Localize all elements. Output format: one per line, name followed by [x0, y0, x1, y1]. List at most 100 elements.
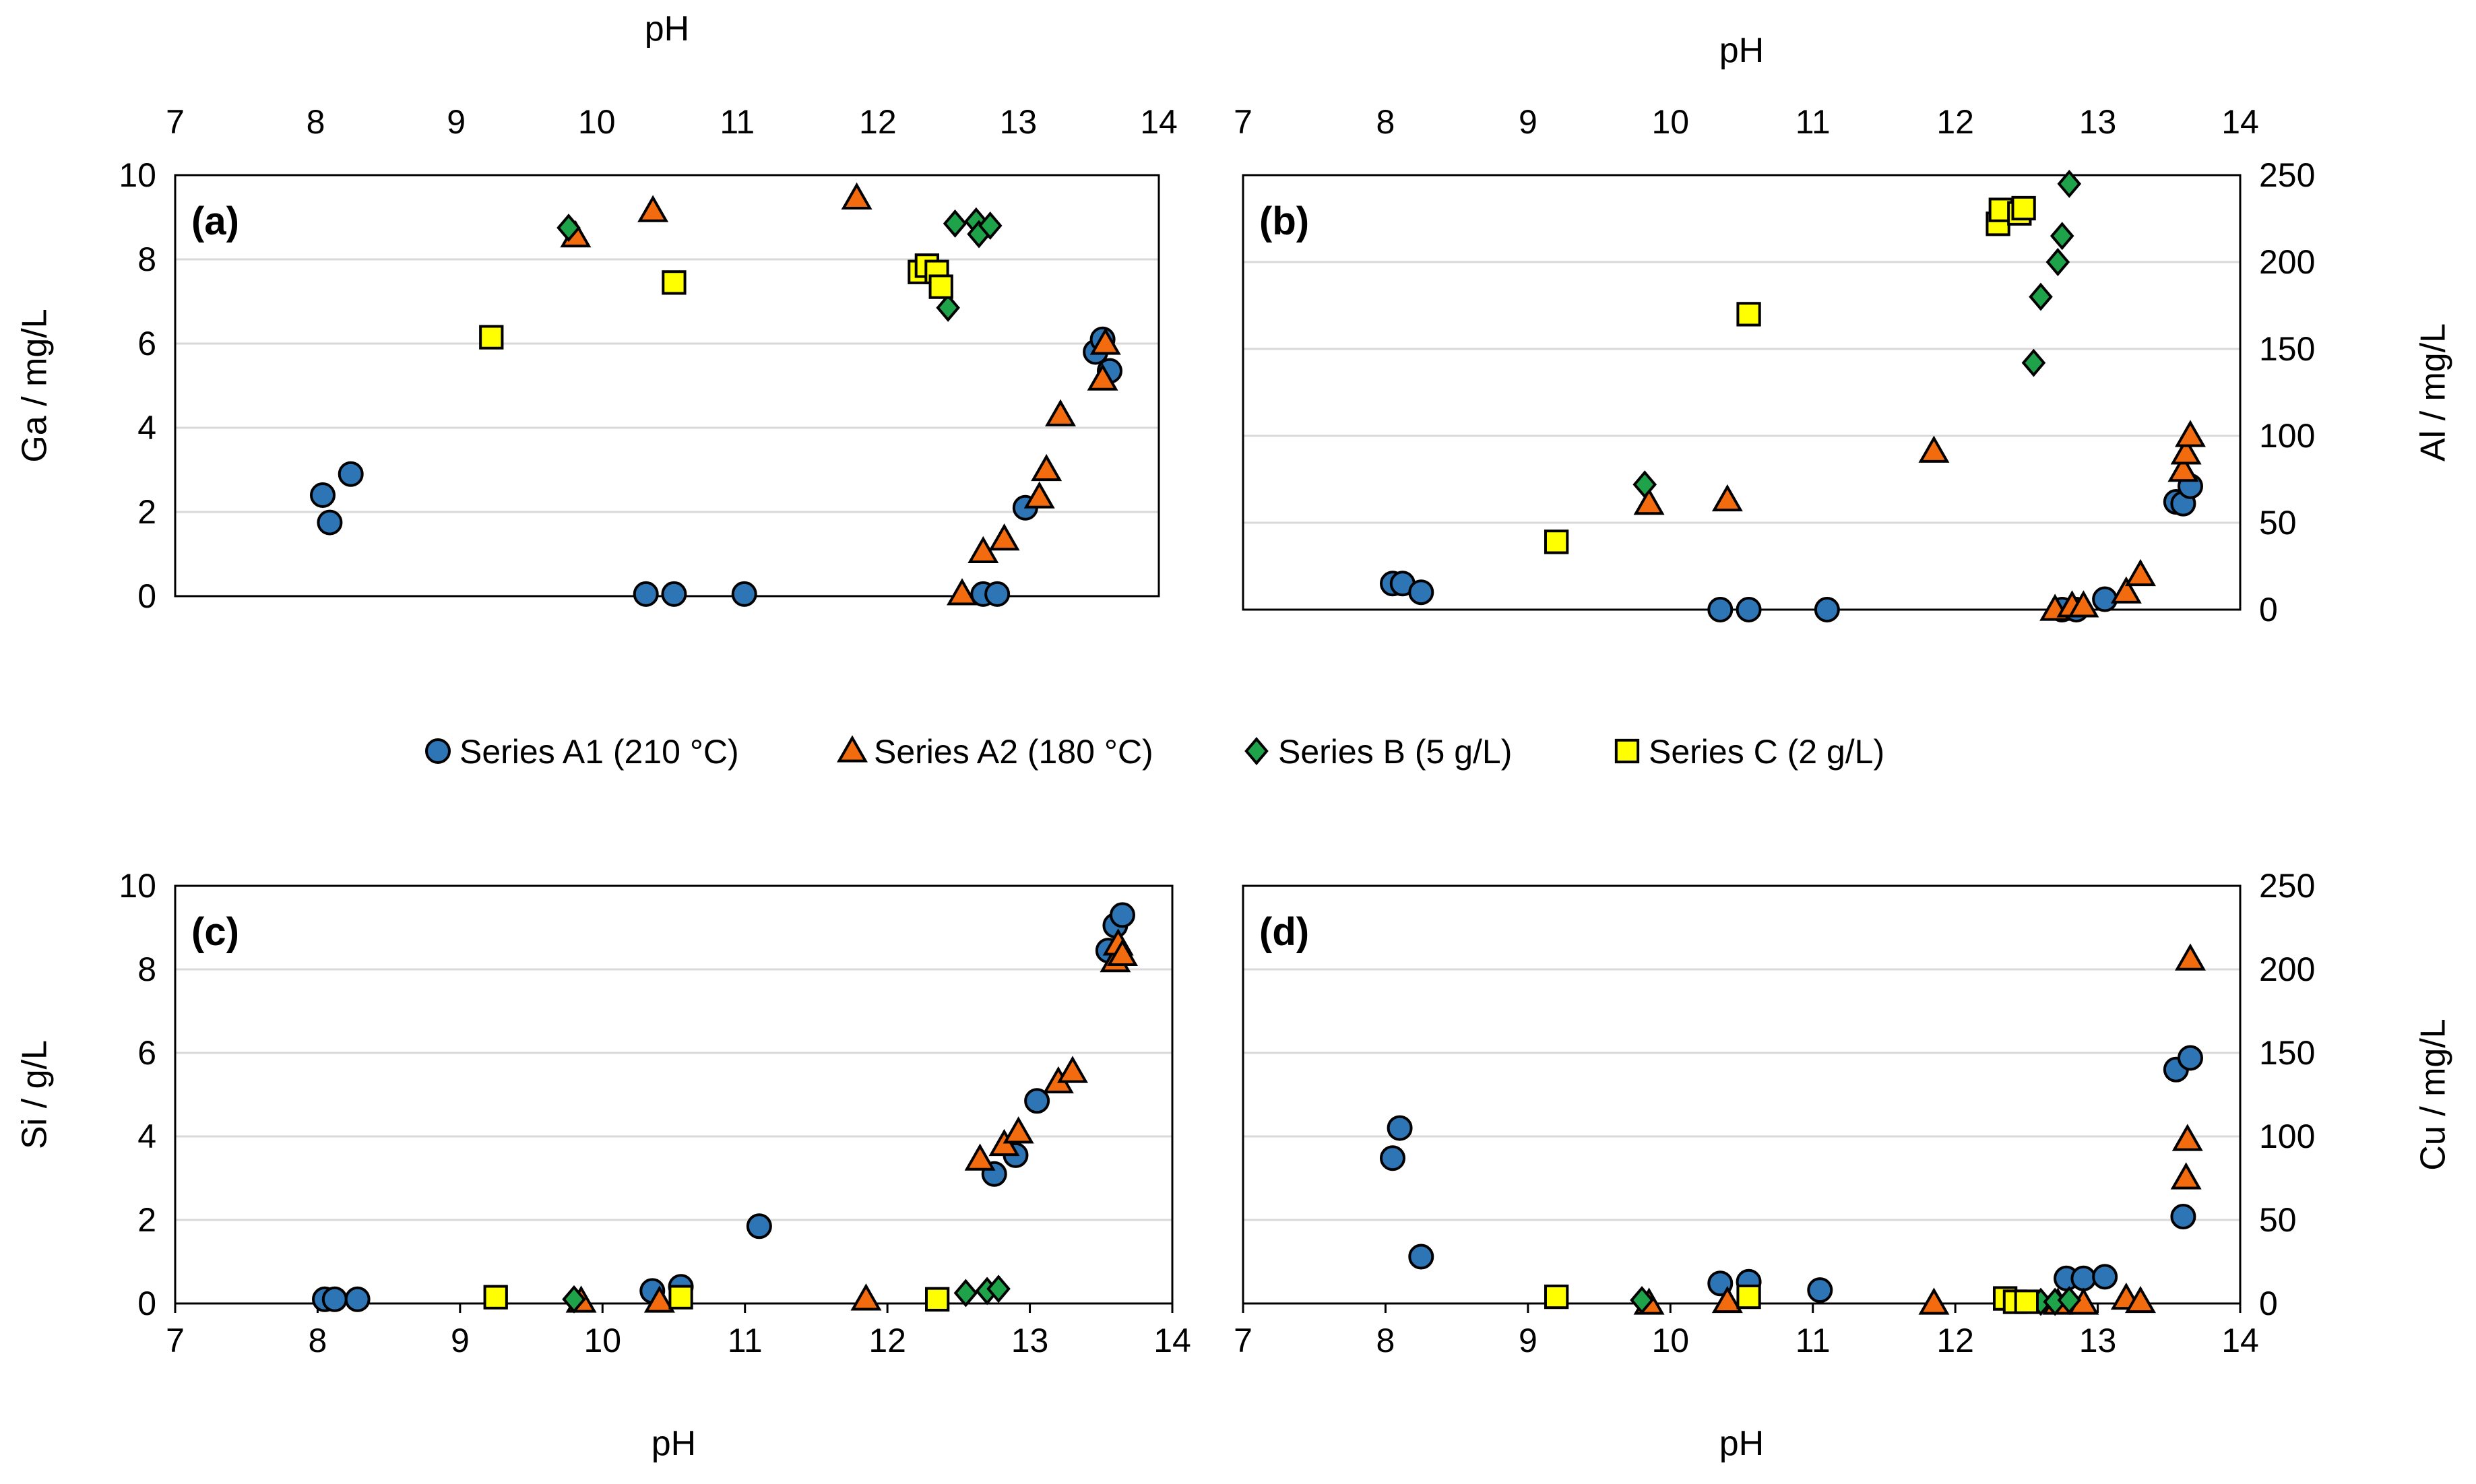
x-tick-label: 11	[1796, 103, 1831, 141]
data-point	[1408, 579, 1434, 606]
x-tick-label: 10	[583, 1322, 621, 1359]
data-point	[1003, 1116, 1034, 1144]
data-point	[643, 1285, 675, 1313]
y-tick-label: 250	[2259, 156, 2315, 194]
data-point	[1736, 302, 1761, 327]
data-point	[1630, 1286, 1654, 1314]
y-tick-label: 50	[2259, 504, 2297, 542]
data-point	[2057, 169, 2082, 198]
legend-label: Series A1 (210 °C)	[459, 733, 739, 771]
data-point	[1087, 363, 1118, 391]
data-point	[2178, 1045, 2203, 1071]
legend: Series A1 (210 °C) Series A2 (180 °C) Seri…	[425, 733, 1884, 771]
series-B	[562, 1275, 1011, 1314]
data-point	[1107, 938, 1138, 966]
data-point	[731, 581, 757, 607]
data-point	[2021, 348, 2046, 377]
data-point	[988, 523, 1020, 551]
data-point	[1110, 902, 1135, 928]
x-tick-label: 13	[2079, 1322, 2117, 1359]
panel-a: 7 8 9 10 11 12 13 14 0 2 4 6 8 10 pH Ga / mg/L (a)	[15, 9, 1178, 615]
data-point	[1918, 435, 1950, 463]
y-tick-label: 150	[2259, 330, 2315, 368]
data-point	[1632, 470, 1657, 499]
x-tick-label: 14	[2221, 1322, 2259, 1359]
legend-label: Series C (2 g/L)	[1649, 733, 1884, 771]
x-tick-label: 8	[307, 103, 325, 141]
legend-label: Series A2 (180 °C)	[874, 733, 1153, 771]
data-point	[2068, 590, 2099, 618]
x-tick-label: 14	[2221, 103, 2259, 141]
x-tick-label: 9	[1519, 1322, 1537, 1359]
data-point	[1544, 529, 1569, 554]
data-point	[1707, 597, 1734, 622]
data-point	[1023, 481, 1055, 509]
y-tick-label: 4	[137, 1118, 156, 1155]
data-point	[1807, 1277, 1833, 1303]
data-point	[1024, 1088, 1050, 1114]
data-point	[2092, 586, 2118, 612]
data-point	[1544, 1284, 1569, 1310]
data-point	[2125, 1285, 2156, 1314]
y-tick-label: 8	[137, 950, 156, 988]
x-tick-label: 9	[1519, 103, 1537, 141]
data-point	[2057, 1286, 2082, 1314]
x-tick-label: 8	[1376, 103, 1395, 141]
data-point	[1387, 1115, 1413, 1141]
x-tick-label: 12	[1936, 1322, 1974, 1359]
x-axis-label: pH	[1719, 1424, 1764, 1463]
data-point	[310, 482, 336, 508]
x-axis-label: pH	[1719, 31, 1764, 70]
data-point	[1031, 453, 1062, 482]
y-axis-label: Si / g/L	[15, 1040, 55, 1149]
x-tick-label: 8	[309, 1322, 327, 1359]
x-tick-label: 12	[1936, 103, 1974, 141]
x-tick-label: 7	[1234, 1322, 1252, 1359]
y-tick-label: 10	[119, 156, 156, 194]
x-tick-label: 12	[868, 1322, 906, 1359]
data-point	[661, 581, 687, 607]
data-point	[662, 270, 687, 295]
x-tick-label: 7	[1234, 103, 1252, 141]
data-point	[338, 461, 364, 487]
data-point	[2170, 1204, 2196, 1230]
series-C	[1544, 1284, 2039, 1314]
x-tick-label: 14	[1153, 1322, 1191, 1359]
y-axis-label: Ga / mg/L	[15, 309, 55, 462]
data-point	[947, 578, 978, 606]
data-point	[978, 212, 1003, 240]
data-point	[562, 1285, 586, 1314]
y-tick-label: 50	[2259, 1201, 2297, 1239]
data-point	[2170, 437, 2202, 465]
y-tick-label: 4	[137, 409, 156, 447]
x-tick-label: 7	[166, 103, 185, 141]
x-tick-label: 11	[1796, 1322, 1831, 1359]
x-tick-label: 13	[1011, 1322, 1049, 1359]
data-point	[2014, 1289, 2039, 1314]
panel-b: 7 8 9 10 11 12 13 14 0 50 100 150 200 250 pH Al / mg/L (…	[1234, 31, 2453, 628]
series-C	[483, 1285, 950, 1312]
data-point	[633, 581, 659, 607]
legend-marker	[425, 738, 451, 764]
data-point	[924, 1287, 950, 1312]
panel-d: 7 8 9 10 11 12 13 140 50 100 150 200 250 pH Cu / mg/L (…	[1234, 867, 2453, 1463]
legend-item-A2: Series A2 (180 °C)	[837, 733, 1153, 771]
x-axis-label: pH	[652, 1424, 696, 1463]
data-point	[2029, 282, 2053, 311]
y-tick-label: 0	[2259, 1285, 2278, 1322]
y-tick-label: 250	[2259, 867, 2315, 905]
x-tick-label: 13	[2079, 103, 2117, 141]
data-point	[1633, 488, 1665, 515]
data-point	[2175, 943, 2206, 971]
x-tick-label: 10	[1651, 103, 1689, 141]
y-tick-label: 150	[2259, 1034, 2315, 1072]
data-point	[557, 214, 581, 243]
data-point	[2125, 558, 2156, 587]
series-A2	[1633, 943, 2206, 1315]
x-tick-label: 14	[1140, 103, 1178, 141]
data-point	[1711, 484, 1743, 512]
y-tick-label: 0	[137, 1285, 156, 1322]
x-tick-label: 11	[720, 103, 755, 141]
